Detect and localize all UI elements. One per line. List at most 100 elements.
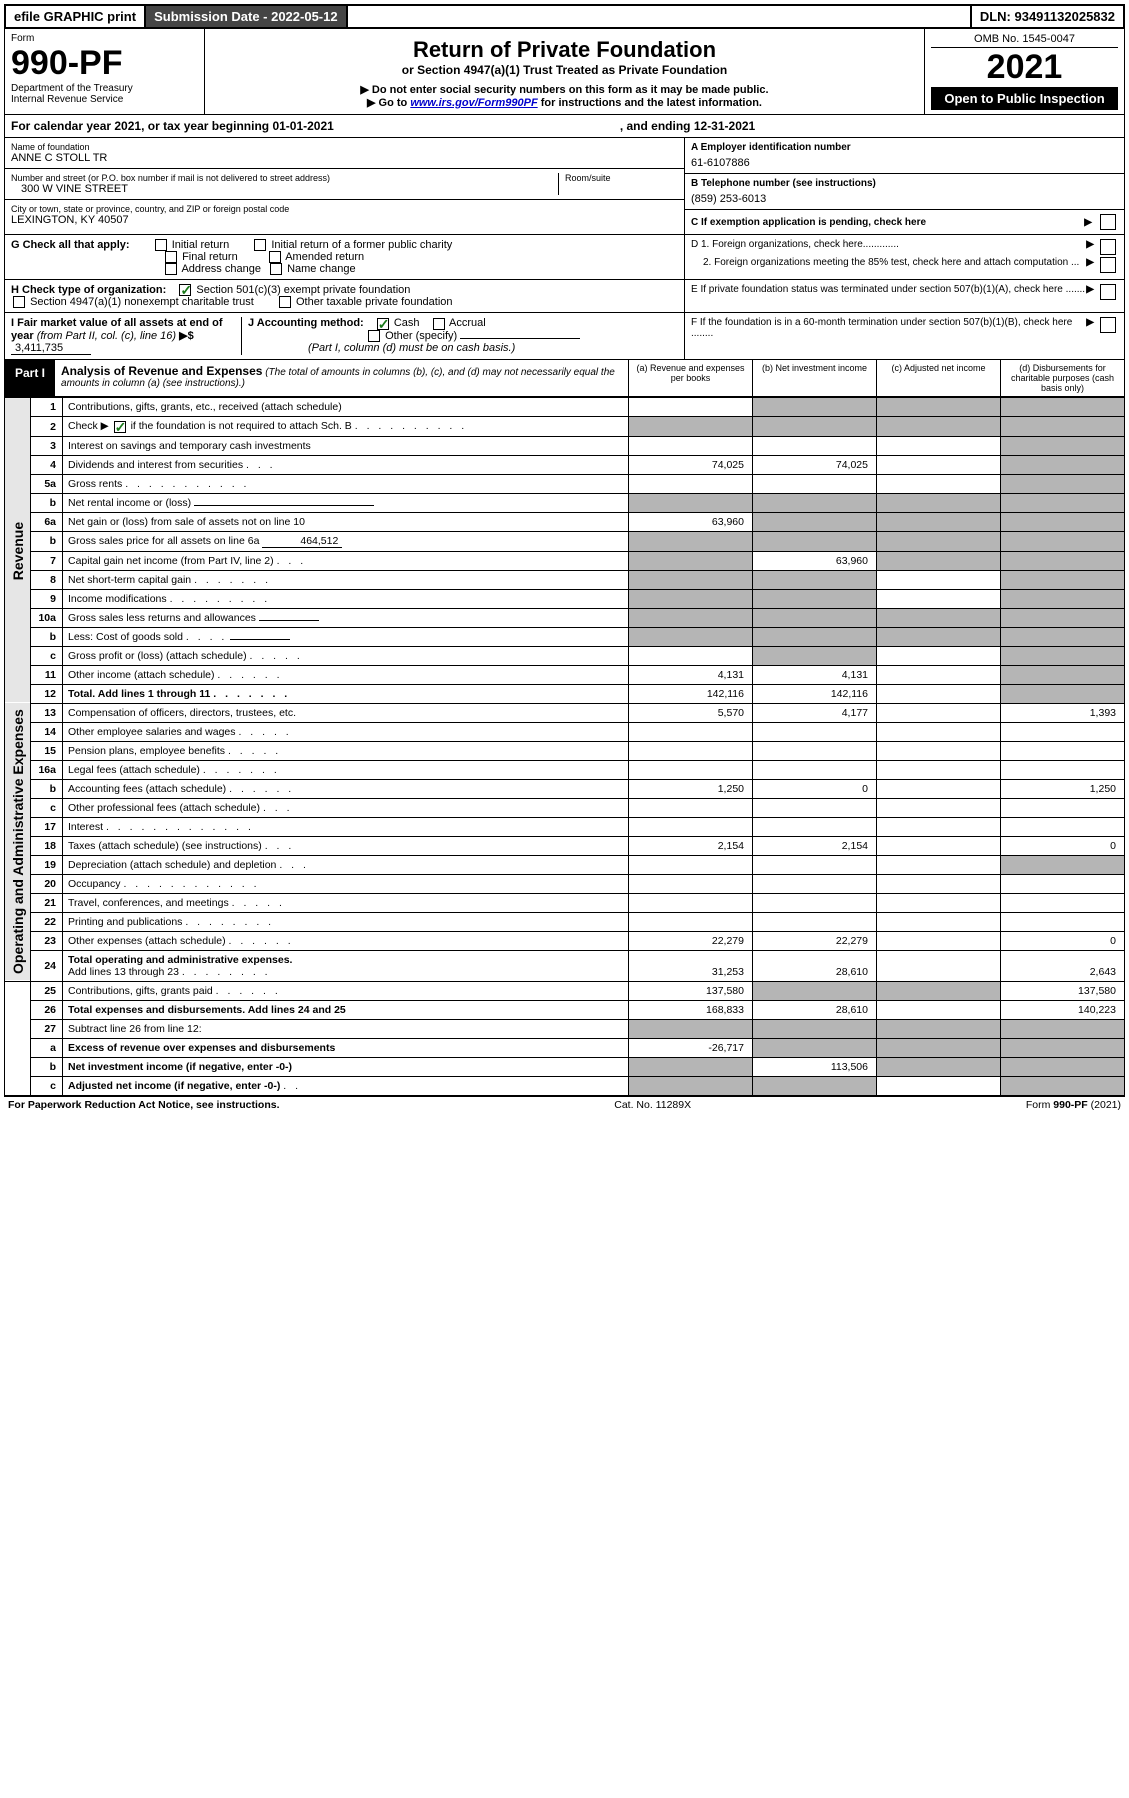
part1-table: Revenue 1 Contributions, gifts, grants, … xyxy=(4,397,1125,1095)
j-cash-checkbox[interactable] xyxy=(377,318,389,330)
table-row: 7 Capital gain net income (from Part IV,… xyxy=(5,551,1125,570)
d1-label: D 1. Foreign organizations, check here..… xyxy=(691,239,1086,250)
expenses-side-label: Operating and Administrative Expenses xyxy=(5,703,31,981)
r26-b: 28,610 xyxy=(753,1000,877,1019)
name-label: Name of foundation xyxy=(11,142,678,152)
table-row: b Net investment income (if negative, en… xyxy=(5,1057,1125,1076)
dln-label: DLN: 93491132025832 xyxy=(970,6,1123,27)
j-label: J Accounting method: xyxy=(248,317,364,329)
r12-a: 142,116 xyxy=(629,684,753,703)
e-checkbox[interactable] xyxy=(1100,284,1116,300)
table-row: b Net rental income or (loss) xyxy=(5,493,1125,512)
g-initial-checkbox[interactable] xyxy=(155,239,167,251)
street-address: 300 W VINE STREET xyxy=(11,183,558,195)
table-row: 16a Legal fees (attach schedule) . . . .… xyxy=(5,760,1125,779)
g-name-checkbox[interactable] xyxy=(270,263,282,275)
j-accrual-checkbox[interactable] xyxy=(433,318,445,330)
r13-a: 5,570 xyxy=(629,703,753,722)
r18-d: 0 xyxy=(1001,836,1125,855)
table-row: a Excess of revenue over expenses and di… xyxy=(5,1038,1125,1057)
r16b-a: 1,250 xyxy=(629,779,753,798)
table-row: b Less: Cost of goods sold . . . . xyxy=(5,627,1125,646)
table-row: 19 Depreciation (attach schedule) and de… xyxy=(5,855,1125,874)
table-row: 11 Other income (attach schedule) . . . … xyxy=(5,665,1125,684)
fmv-value: 3,411,735 xyxy=(11,342,91,355)
irs-link[interactable]: www.irs.gov/Form990PF xyxy=(410,97,537,109)
table-row: 10a Gross sales less returns and allowan… xyxy=(5,608,1125,627)
table-row: 8 Net short-term capital gain . . . . . … xyxy=(5,570,1125,589)
r11-a: 4,131 xyxy=(629,665,753,684)
col-c-header: (c) Adjusted net income xyxy=(876,360,1000,396)
form-number: 990-PF xyxy=(11,44,198,83)
table-row: 6a Net gain or (loss) from sale of asset… xyxy=(5,512,1125,531)
form-subtitle: or Section 4947(a)(1) Trust Treated as P… xyxy=(211,63,918,77)
r18-a: 2,154 xyxy=(629,836,753,855)
r13-d: 1,393 xyxy=(1001,703,1125,722)
section-h-e: H Check type of organization: Section 50… xyxy=(4,280,1125,313)
address-label: Number and street (or P.O. box number if… xyxy=(11,173,558,183)
ein-value: 61-6107886 xyxy=(691,153,1118,169)
city-label: City or town, state or province, country… xyxy=(11,204,678,214)
table-row: 9 Income modifications . . . . . . . . . xyxy=(5,589,1125,608)
submission-date: Submission Date - 2022-05-12 xyxy=(146,6,348,27)
d2-checkbox[interactable] xyxy=(1100,257,1116,273)
f-label: F If the foundation is in a 60-month ter… xyxy=(691,317,1086,339)
r24-a: 31,253 xyxy=(629,950,753,981)
table-row: 22 Printing and publications . . . . . .… xyxy=(5,912,1125,931)
table-row: 18 Taxes (attach schedule) (see instruct… xyxy=(5,836,1125,855)
g-final-checkbox[interactable] xyxy=(165,251,177,263)
table-row: 20 Occupancy . . . . . . . . . . . . xyxy=(5,874,1125,893)
footer-mid: Cat. No. 11289X xyxy=(614,1099,691,1111)
table-row: 2 Check ▶ if the foundation is not requi… xyxy=(5,417,1125,436)
table-row: 14 Other employee salaries and wages . .… xyxy=(5,722,1125,741)
r13-b: 4,177 xyxy=(753,703,877,722)
r4-a: 74,025 xyxy=(629,455,753,474)
part1-label: Part I xyxy=(5,360,55,396)
r27a-a: -26,717 xyxy=(629,1038,753,1057)
city-state-zip: LEXINGTON, KY 40507 xyxy=(11,214,678,226)
c-label: C If exemption application is pending, c… xyxy=(691,217,1084,228)
part1-title: Analysis of Revenue and Expenses xyxy=(61,364,262,378)
r27b-b: 113,506 xyxy=(753,1057,877,1076)
form-title: Return of Private Foundation xyxy=(211,37,918,63)
h-4947-checkbox[interactable] xyxy=(13,296,25,308)
schb-checkbox[interactable] xyxy=(114,421,126,433)
irs-label: Internal Revenue Service xyxy=(11,94,198,105)
col-d-header: (d) Disbursements for charitable purpose… xyxy=(1000,360,1124,396)
phone-value: (859) 253-6013 xyxy=(691,189,1118,205)
r11-b: 4,131 xyxy=(753,665,877,684)
section-g-d: G Check all that apply: Initial return I… xyxy=(4,235,1125,280)
g-amended-checkbox[interactable] xyxy=(269,251,281,263)
open-public-label: Open to Public Inspection xyxy=(931,87,1118,110)
g-former-checkbox[interactable] xyxy=(254,239,266,251)
table-row: 24 Total operating and administrative ex… xyxy=(5,950,1125,981)
d2-label: 2. Foreign organizations meeting the 85%… xyxy=(703,257,1086,268)
table-row: 26 Total expenses and disbursements. Add… xyxy=(5,1000,1125,1019)
foundation-name: ANNE C STOLL TR xyxy=(11,152,678,164)
table-row: Revenue 1 Contributions, gifts, grants, … xyxy=(5,398,1125,417)
c-checkbox[interactable] xyxy=(1100,214,1116,230)
r23-a: 22,279 xyxy=(629,931,753,950)
r24-b: 28,610 xyxy=(753,950,877,981)
g-label: G Check all that apply: xyxy=(11,239,130,251)
footer-left: For Paperwork Reduction Act Notice, see … xyxy=(8,1099,280,1111)
r26-a: 168,833 xyxy=(629,1000,753,1019)
r16b-d: 1,250 xyxy=(1001,779,1125,798)
g-address-checkbox[interactable] xyxy=(165,263,177,275)
table-row: c Other professional fees (attach schedu… xyxy=(5,798,1125,817)
r25-d: 137,580 xyxy=(1001,981,1125,1000)
top-bar: efile GRAPHIC print Submission Date - 20… xyxy=(4,4,1125,29)
efile-label: efile GRAPHIC print xyxy=(6,6,146,27)
form-header: Form 990-PF Department of the Treasury I… xyxy=(4,29,1125,115)
j-other-checkbox[interactable] xyxy=(368,330,380,342)
r7-b: 63,960 xyxy=(753,551,877,570)
table-row: 15 Pension plans, employee benefits . . … xyxy=(5,741,1125,760)
h-501c3-checkbox[interactable] xyxy=(179,284,191,296)
r4-b: 74,025 xyxy=(753,455,877,474)
f-checkbox[interactable] xyxy=(1100,317,1116,333)
h-other-checkbox[interactable] xyxy=(279,296,291,308)
table-row: 3 Interest on savings and temporary cash… xyxy=(5,436,1125,455)
d1-checkbox[interactable] xyxy=(1100,239,1116,255)
r16b-b: 0 xyxy=(753,779,877,798)
room-label: Room/suite xyxy=(565,173,678,183)
